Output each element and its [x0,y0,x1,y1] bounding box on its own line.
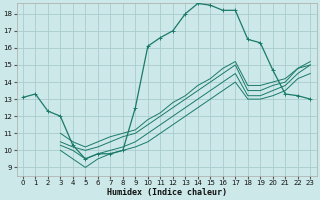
X-axis label: Humidex (Indice chaleur): Humidex (Indice chaleur) [107,188,227,197]
